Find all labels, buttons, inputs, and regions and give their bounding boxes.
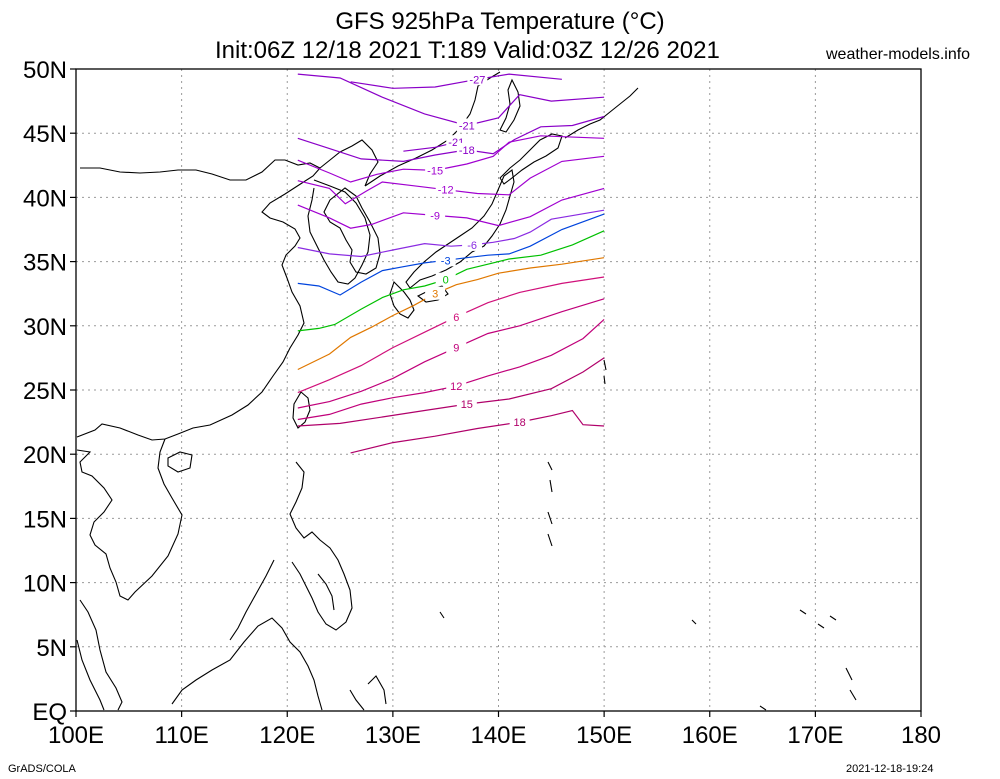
- contour-label-bg: [425, 163, 446, 177]
- lat-tick-label: 25N: [23, 378, 67, 405]
- coastline-korea: [323, 187, 381, 275]
- site-watermark: weather-models.info: [826, 46, 971, 63]
- lat-tick-label: 15N: [23, 506, 67, 533]
- graticule: [76, 69, 921, 711]
- lat-tick-label: 45N: [23, 121, 67, 148]
- contour-label-bg: [456, 142, 477, 156]
- contour-label: 15: [461, 399, 473, 411]
- contour-label-bg: [435, 253, 456, 267]
- contour-label-bg: [425, 286, 446, 300]
- contour-label-bg: [509, 415, 530, 429]
- coastline-sakhalin: [499, 78, 521, 133]
- lat-tick-label: 10N: [23, 571, 67, 598]
- contour-label-bg: [446, 309, 467, 323]
- contour-label: -6: [467, 240, 477, 252]
- map-title: GFS 925hPa Temperature (°C): [335, 8, 665, 35]
- coastline-borneo: [171, 617, 387, 711]
- lon-tick-label: 120E: [259, 722, 315, 749]
- contour-label-bg: [467, 72, 488, 86]
- lat-tick-label: 5N: [36, 635, 67, 662]
- lat-tick-label: EQ: [32, 699, 67, 726]
- contour-line: [297, 276, 605, 394]
- lat-tick-label: 20N: [23, 442, 67, 469]
- contour-label: 6: [453, 312, 459, 324]
- coastline-indochina: [76, 438, 183, 711]
- coastline-mainland: [76, 71, 501, 441]
- contour-label: 12: [450, 381, 462, 393]
- contour-label-bg: [446, 379, 467, 393]
- coastlines: [76, 71, 857, 711]
- contour-line: [350, 409, 605, 454]
- contour-line: [297, 209, 605, 258]
- coastline-japan: [389, 133, 563, 319]
- contour-line: [350, 73, 562, 89]
- contour-label-bg: [446, 340, 467, 354]
- coastline-kurils: [564, 87, 639, 139]
- contour-label-bg: [435, 272, 456, 286]
- contour-line: [297, 298, 605, 409]
- contour-line: [297, 73, 605, 127]
- coastline-pacific-islands: [439, 359, 857, 711]
- lon-tick-label: 170E: [787, 722, 843, 749]
- contour-label: 3: [432, 289, 438, 301]
- contour-label: -3: [441, 255, 451, 267]
- lon-tick-label: 180: [901, 722, 941, 749]
- lon-tick-label: 160E: [682, 722, 738, 749]
- contour-label-bg: [456, 118, 477, 132]
- contour-line: [297, 230, 605, 332]
- lat-tick-label: 50N: [23, 57, 67, 84]
- lat-tick-label: 40N: [23, 185, 67, 212]
- contour-line: [297, 155, 605, 205]
- contour-label-bg: [462, 237, 483, 251]
- coastline-hainan: [167, 451, 193, 473]
- contour-label: -9: [430, 210, 440, 222]
- coastline-taiwan: [292, 391, 311, 429]
- lat-tick-label: 35N: [23, 250, 67, 277]
- contour-label: -12: [438, 185, 454, 197]
- footer-credit: GrADS/COLA: [8, 763, 76, 775]
- contour-label: -27: [469, 74, 485, 86]
- contour-label-bg: [425, 208, 446, 222]
- contour-label: 18: [514, 417, 526, 429]
- contour-label-bg: [435, 182, 456, 196]
- contour-line: [297, 318, 605, 421]
- lon-tick-label: 130E: [365, 722, 421, 749]
- contour-label: -21: [459, 120, 475, 132]
- contour-label: 0: [443, 275, 449, 287]
- axis-labels: EQ 5N 10N 15N 20N 25N 30N 35N 40N 45N 50N 100E 110E 1…: [23, 57, 941, 749]
- contour-label-bg: [456, 397, 477, 411]
- contour-label: 9: [453, 343, 459, 355]
- contour-line: [297, 213, 605, 296]
- footer-timestamp: 2021-12-18-19:24: [846, 763, 934, 775]
- lon-tick-label: 100E: [48, 722, 104, 749]
- lat-tick-label: 30N: [23, 314, 67, 341]
- contour-label: -18: [459, 145, 475, 157]
- lon-tick-label: 110E: [154, 722, 208, 749]
- lon-tick-label: 140E: [470, 722, 526, 749]
- lon-tick-label: 150E: [576, 722, 632, 749]
- map-subtitle: Init:06Z 12/18 2021 T:189 Valid:03Z 12/2…: [215, 37, 720, 64]
- coastline-philippines: [229, 461, 353, 641]
- contour-label: -15: [427, 165, 443, 177]
